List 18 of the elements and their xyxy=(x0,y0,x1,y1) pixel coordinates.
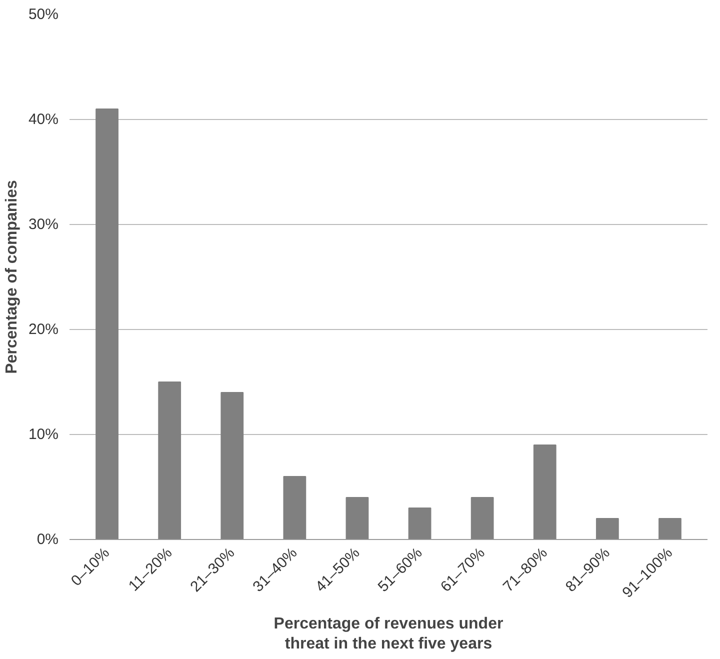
bar xyxy=(158,382,182,540)
bar xyxy=(533,444,556,540)
y-tick-label: 40% xyxy=(28,111,59,128)
bar xyxy=(220,392,244,540)
y-axis-title: Percentage of companies xyxy=(3,180,20,374)
y-tick-label: 0% xyxy=(36,531,59,548)
y-tick-label: 30% xyxy=(28,216,59,233)
bar xyxy=(596,518,619,540)
bar xyxy=(96,108,118,540)
bar xyxy=(658,518,682,540)
bar xyxy=(346,497,369,540)
y-tick-label: 10% xyxy=(28,426,59,443)
bar xyxy=(283,476,306,540)
y-tick-label: 50% xyxy=(28,6,59,23)
x-axis-title: Percentage of revenues under threat in the next five years xyxy=(274,615,504,653)
bar xyxy=(408,508,432,540)
y-tick-label: 20% xyxy=(28,321,59,338)
bar xyxy=(470,497,494,540)
